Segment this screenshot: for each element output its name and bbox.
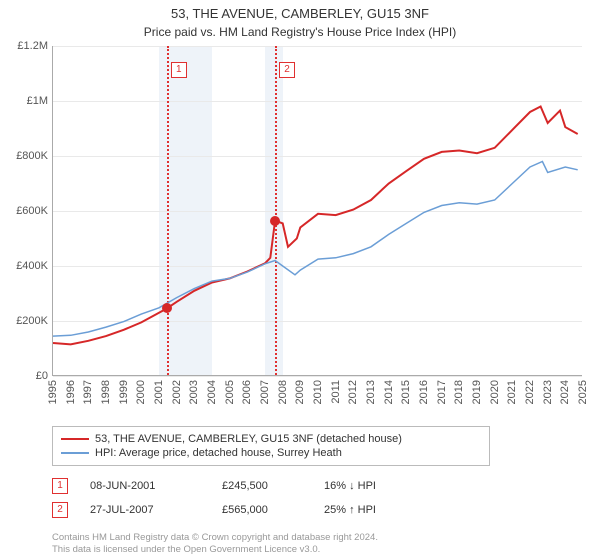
series-line xyxy=(53,107,578,345)
sale-price: £565,000 xyxy=(222,504,302,516)
series-line xyxy=(53,162,578,337)
sale-price: £245,500 xyxy=(222,480,302,492)
sale-record-row: 2 27-JUL-2007 £565,000 25% ↑ HPI xyxy=(52,498,434,522)
x-axis-label: 1995 xyxy=(47,380,59,404)
chart-title: 53, THE AVENUE, CAMBERLEY, GU15 3NF xyxy=(0,0,600,23)
sale-marker-badge: 1 xyxy=(171,62,187,78)
x-axis-label: 2023 xyxy=(542,380,554,404)
x-axis-label: 2018 xyxy=(453,380,465,404)
x-axis-label: 2012 xyxy=(347,380,359,404)
sale-date: 27-JUL-2007 xyxy=(90,504,200,516)
y-axis-label: £1.2M xyxy=(17,40,48,52)
x-axis-label: 2020 xyxy=(489,380,501,404)
x-axis-label: 2022 xyxy=(524,380,536,404)
sale-point-marker xyxy=(162,303,172,313)
y-axis-label: £800K xyxy=(16,150,48,162)
y-axis-label: £600K xyxy=(16,205,48,217)
sale-hpi-delta: 25% ↑ HPI xyxy=(324,504,434,516)
x-axis-label: 2019 xyxy=(471,380,483,404)
x-axis-label: 1996 xyxy=(65,380,77,404)
chart-subtitle: Price paid vs. HM Land Registry's House … xyxy=(0,23,600,39)
chart-container: 53, THE AVENUE, CAMBERLEY, GU15 3NF Pric… xyxy=(0,0,600,560)
x-axis-label: 2011 xyxy=(330,380,342,404)
sale-date: 08-JUN-2001 xyxy=(90,480,200,492)
y-axis-label: £1M xyxy=(27,95,48,107)
legend: 53, THE AVENUE, CAMBERLEY, GU15 3NF (det… xyxy=(52,426,490,466)
x-axis-label: 2005 xyxy=(224,380,236,404)
sale-record-row: 1 08-JUN-2001 £245,500 16% ↓ HPI xyxy=(52,474,434,498)
plot-area: 12 £0£200K£400K£600K£800K£1M£1.2M 199519… xyxy=(52,46,582,376)
sales-table: 1 08-JUN-2001 £245,500 16% ↓ HPI 2 27-JUL-200… xyxy=(52,474,434,522)
legend-label: HPI: Average price, detached house, Surr… xyxy=(95,447,342,459)
x-axis-label: 2004 xyxy=(206,380,218,404)
y-axis-label: £200K xyxy=(16,315,48,327)
y-axis-label: £400K xyxy=(16,260,48,272)
sale-marker-badge: 2 xyxy=(279,62,295,78)
plot-frame: 12 xyxy=(52,46,582,376)
x-axis-label: 2003 xyxy=(188,380,200,404)
legend-row: HPI: Average price, detached house, Surr… xyxy=(61,446,481,460)
legend-label: 53, THE AVENUE, CAMBERLEY, GU15 3NF (det… xyxy=(95,433,402,445)
x-axis-label: 2008 xyxy=(277,380,289,404)
line-series xyxy=(53,46,583,376)
x-axis-label: 1997 xyxy=(82,380,94,404)
x-axis-label: 2024 xyxy=(559,380,571,404)
x-axis-label: 2010 xyxy=(312,380,324,404)
legend-swatch xyxy=(61,452,89,454)
sale-point-marker xyxy=(270,216,280,226)
x-axis-label: 1999 xyxy=(118,380,130,404)
x-axis-label: 2001 xyxy=(153,380,165,404)
x-axis-label: 2021 xyxy=(506,380,518,404)
x-axis-label: 2009 xyxy=(294,380,306,404)
x-axis-label: 2013 xyxy=(365,380,377,404)
x-axis-label: 2014 xyxy=(383,380,395,404)
legend-row: 53, THE AVENUE, CAMBERLEY, GU15 3NF (det… xyxy=(61,432,481,446)
x-axis-label: 2025 xyxy=(577,380,589,404)
sale-hpi-delta: 16% ↓ HPI xyxy=(324,480,434,492)
x-axis-label: 2000 xyxy=(135,380,147,404)
legend-swatch xyxy=(61,438,89,440)
x-axis-label: 2016 xyxy=(418,380,430,404)
x-axis-label: 2007 xyxy=(259,380,271,404)
x-axis-label: 2017 xyxy=(436,380,448,404)
footer-line: This data is licensed under the Open Gov… xyxy=(52,544,378,556)
x-axis-label: 1998 xyxy=(100,380,112,404)
gridline xyxy=(53,376,582,377)
attribution-footer: Contains HM Land Registry data © Crown c… xyxy=(52,532,378,556)
x-axis-label: 2002 xyxy=(171,380,183,404)
footer-line: Contains HM Land Registry data © Crown c… xyxy=(52,532,378,544)
sale-marker-badge: 1 xyxy=(52,478,68,494)
x-axis-label: 2006 xyxy=(241,380,253,404)
sale-marker-badge: 2 xyxy=(52,502,68,518)
x-axis-label: 2015 xyxy=(400,380,412,404)
